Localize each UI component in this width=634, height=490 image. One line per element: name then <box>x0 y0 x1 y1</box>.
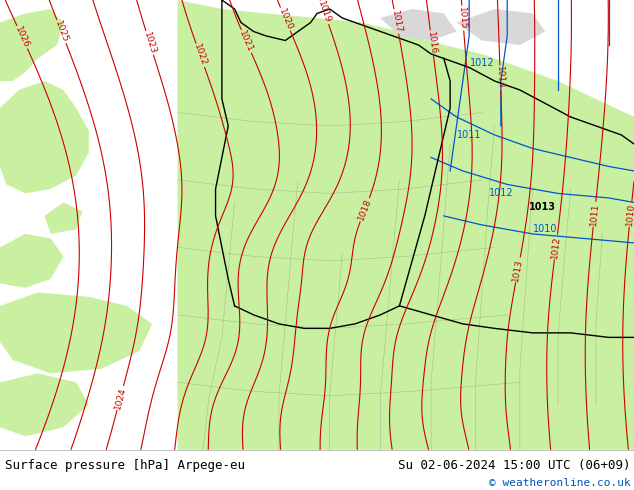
Text: 1013: 1013 <box>512 258 524 282</box>
Text: 1017: 1017 <box>390 9 403 33</box>
Text: 1025: 1025 <box>53 19 70 44</box>
Text: 1022: 1022 <box>192 43 209 68</box>
Text: 1010: 1010 <box>533 224 557 234</box>
Text: Surface pressure [hPa] Arpege-eu: Surface pressure [hPa] Arpege-eu <box>5 460 245 472</box>
Text: 1016: 1016 <box>426 31 437 55</box>
Text: 1019: 1019 <box>316 0 332 24</box>
Text: 1014: 1014 <box>495 66 505 89</box>
Text: 1012: 1012 <box>489 189 513 198</box>
Text: 1011: 1011 <box>457 130 481 140</box>
Text: 1024: 1024 <box>113 386 127 410</box>
Text: 1010: 1010 <box>625 202 634 226</box>
Text: 1013: 1013 <box>529 202 555 212</box>
Text: 1015: 1015 <box>457 6 468 30</box>
Text: Su 02-06-2024 15:00 UTC (06+09): Su 02-06-2024 15:00 UTC (06+09) <box>398 460 631 472</box>
Text: 1018: 1018 <box>356 197 373 222</box>
Text: © weatheronline.co.uk: © weatheronline.co.uk <box>489 478 631 488</box>
Text: 1020: 1020 <box>276 7 294 31</box>
Text: 1026: 1026 <box>13 25 31 49</box>
Text: 1011: 1011 <box>589 202 600 226</box>
Text: 1021: 1021 <box>238 29 255 54</box>
Text: 1023: 1023 <box>142 30 157 55</box>
Text: 1012: 1012 <box>550 235 562 259</box>
Text: 1012: 1012 <box>470 58 494 68</box>
